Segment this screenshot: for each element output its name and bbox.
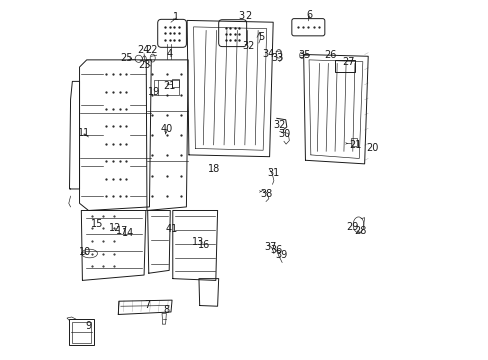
Text: 38: 38 — [259, 189, 272, 199]
Text: 6: 6 — [305, 10, 311, 20]
Text: 25: 25 — [121, 53, 133, 63]
Text: 30: 30 — [278, 129, 290, 139]
Text: 7: 7 — [143, 300, 150, 310]
Text: 23: 23 — [138, 60, 151, 70]
Bar — [72, 321, 91, 343]
Text: 32: 32 — [273, 121, 285, 130]
Text: 22: 22 — [145, 45, 158, 55]
Text: 21: 21 — [349, 140, 361, 150]
Text: 16: 16 — [198, 239, 210, 249]
Text: 37: 37 — [264, 242, 276, 252]
Bar — [172, 79, 178, 87]
Text: 33: 33 — [271, 53, 283, 63]
Text: 31: 31 — [267, 168, 280, 178]
Text: 41: 41 — [165, 225, 178, 234]
Text: 4: 4 — [166, 49, 172, 59]
Text: 35: 35 — [298, 50, 310, 60]
Text: 39: 39 — [274, 249, 286, 260]
Text: 27: 27 — [342, 57, 354, 67]
Bar — [334, 60, 354, 72]
Text: 11: 11 — [78, 128, 90, 138]
FancyBboxPatch shape — [158, 19, 186, 47]
Text: 3: 3 — [238, 11, 244, 21]
Text: 13: 13 — [191, 237, 203, 247]
Text: 36: 36 — [270, 245, 283, 255]
Bar — [350, 138, 356, 146]
Bar — [69, 319, 94, 345]
Text: 34: 34 — [262, 49, 274, 59]
Text: 26: 26 — [324, 50, 336, 60]
Text: 8: 8 — [163, 305, 169, 315]
Text: 2: 2 — [244, 11, 251, 21]
Text: 10: 10 — [79, 247, 91, 257]
Text: 12: 12 — [108, 224, 121, 233]
Text: 29: 29 — [345, 222, 358, 232]
Text: 18: 18 — [207, 164, 220, 174]
Text: 20: 20 — [366, 143, 378, 153]
FancyBboxPatch shape — [291, 19, 324, 36]
Text: 14: 14 — [122, 228, 134, 238]
Text: 5: 5 — [258, 32, 264, 41]
FancyBboxPatch shape — [218, 20, 246, 46]
Text: 15: 15 — [91, 219, 103, 229]
Text: 28: 28 — [353, 226, 366, 236]
Text: 17: 17 — [116, 226, 128, 236]
Text: 21: 21 — [163, 81, 176, 91]
Text: 32: 32 — [242, 41, 254, 50]
Text: 1: 1 — [173, 12, 179, 22]
Text: 24: 24 — [137, 45, 149, 55]
Text: 40: 40 — [160, 124, 172, 134]
Text: 19: 19 — [148, 87, 160, 97]
Bar — [158, 80, 179, 95]
Text: 9: 9 — [85, 321, 91, 331]
